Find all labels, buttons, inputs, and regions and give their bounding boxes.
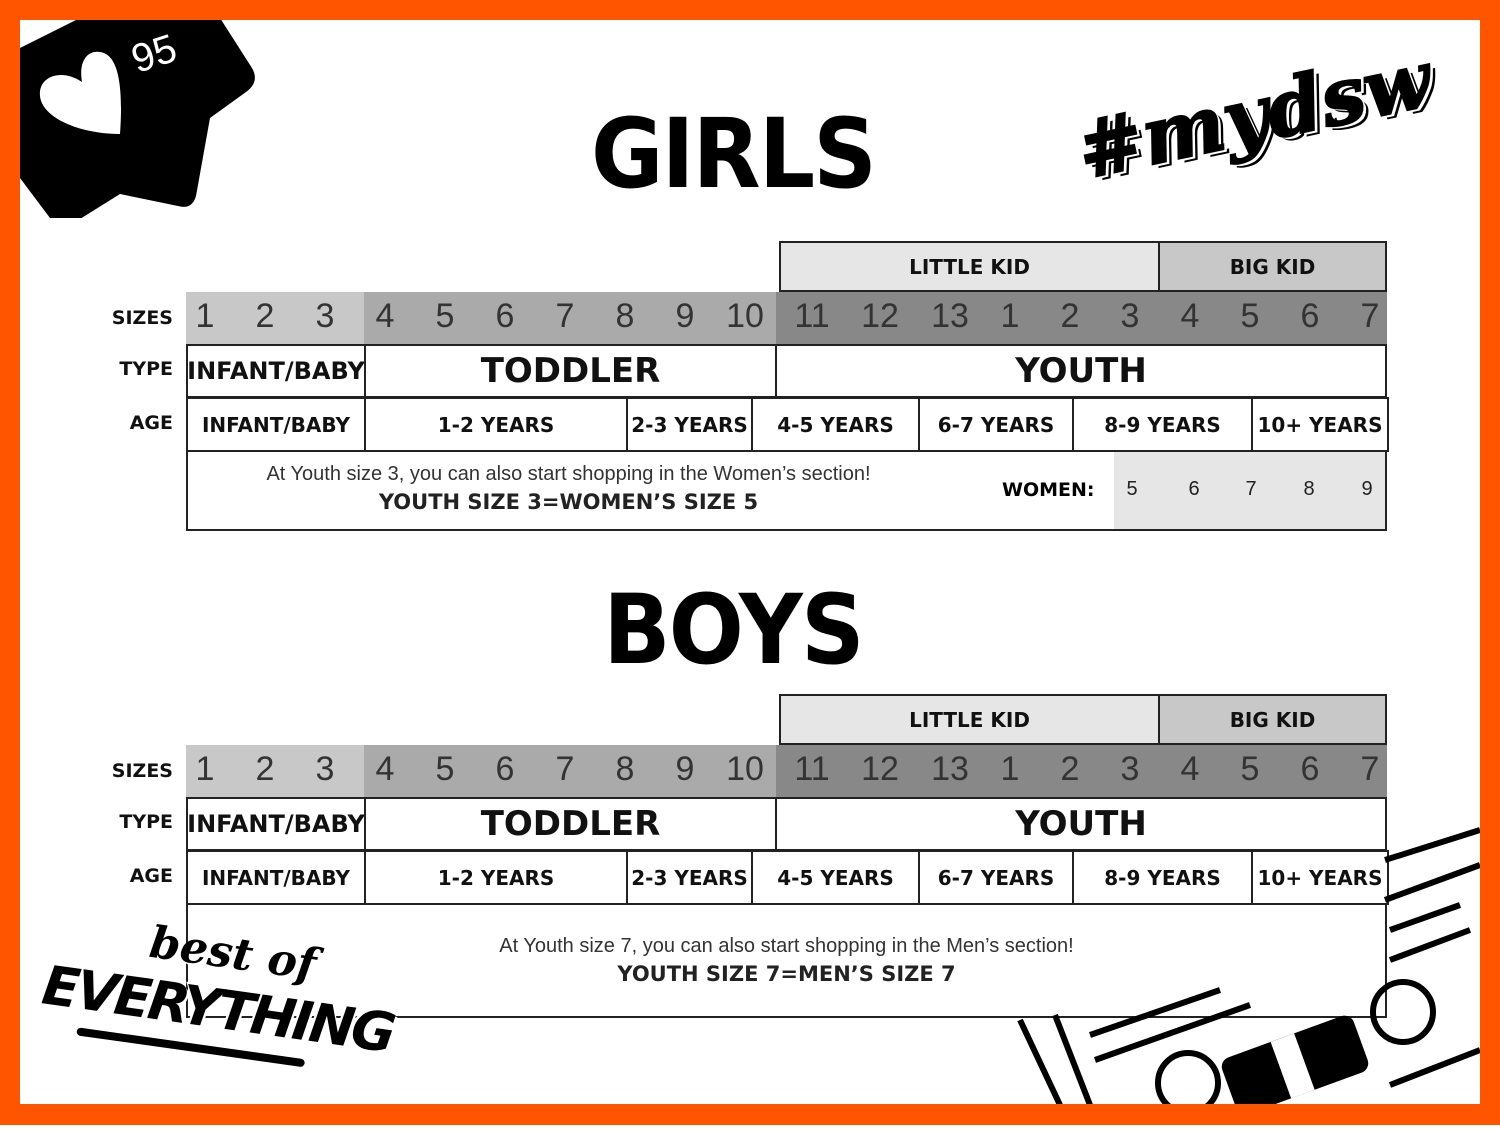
size-number: 7 bbox=[555, 750, 575, 788]
note-line-2: YOUTH SIZE 7=MEN’S SIZE 7 bbox=[617, 962, 956, 986]
size-number: 3 bbox=[1120, 750, 1140, 788]
note-line-1: At Youth size 3, you can also start shop… bbox=[266, 463, 871, 485]
size-number: 3 bbox=[315, 750, 335, 788]
girls-title: GIRLS bbox=[590, 98, 877, 210]
type-cell: TODDLER bbox=[364, 797, 777, 851]
size-number: 9 bbox=[675, 750, 695, 788]
sizes-youth-band bbox=[776, 745, 1387, 798]
women-size: 6 bbox=[1188, 478, 1200, 500]
size-number: 1 bbox=[195, 750, 215, 788]
size-number: 13 bbox=[931, 297, 969, 335]
age-cell: 6-7 YEARS bbox=[918, 850, 1074, 905]
women-size: 9 bbox=[1361, 478, 1373, 500]
size-number: 11 bbox=[794, 297, 830, 335]
size-number: 4 bbox=[1180, 750, 1200, 788]
age-cell: 8-9 YEARS bbox=[1072, 397, 1253, 452]
type-cell: TODDLER bbox=[364, 344, 777, 398]
age-cell: 1-2 YEARS bbox=[364, 850, 628, 905]
row-label-sizes: SIZES bbox=[111, 760, 173, 782]
size-number: 2 bbox=[1060, 297, 1080, 335]
size-number: 7 bbox=[555, 297, 575, 335]
boys-title: BOYS bbox=[603, 574, 864, 686]
type-cell: YOUTH bbox=[775, 344, 1387, 398]
age-cell: 2-3 YEARS bbox=[626, 850, 753, 905]
group-little-kid: LITTLE KID bbox=[779, 694, 1160, 745]
size-number: 4 bbox=[375, 297, 395, 335]
size-number: 5 bbox=[435, 297, 455, 335]
size-number: 6 bbox=[1300, 750, 1320, 788]
size-number: 11 bbox=[794, 750, 830, 788]
age-cell: INFANT/BABY bbox=[186, 850, 366, 905]
size-number: 2 bbox=[255, 750, 275, 788]
age-cell: 4-5 YEARS bbox=[751, 397, 920, 452]
size-number: 6 bbox=[495, 297, 515, 335]
size-number: 12 bbox=[861, 297, 899, 335]
women-sizes-band bbox=[1114, 452, 1385, 529]
age-cell: 6-7 YEARS bbox=[918, 397, 1074, 452]
row-label-type: TYPE bbox=[119, 358, 173, 380]
cassette-tape-illustration bbox=[1017, 827, 1480, 1105]
size-number: 4 bbox=[375, 750, 395, 788]
size-number: 1 bbox=[1000, 297, 1020, 335]
women-size: 8 bbox=[1303, 478, 1315, 500]
size-number: 8 bbox=[615, 297, 635, 335]
sizes-toddler-band bbox=[364, 745, 776, 798]
size-number: 12 bbox=[861, 750, 899, 788]
note-text: At Youth size 7, you can also start shop… bbox=[186, 935, 1387, 986]
heart-icon bbox=[39, 51, 122, 134]
size-number: 5 bbox=[1240, 297, 1260, 335]
age-cell: 1-2 YEARS bbox=[364, 397, 628, 452]
size-number: 6 bbox=[495, 750, 515, 788]
age-cell: 4-5 YEARS bbox=[751, 850, 920, 905]
size-number: 10 bbox=[726, 750, 764, 788]
row-label-type: TYPE bbox=[119, 811, 173, 833]
type-cell: INFANT/BABY bbox=[186, 797, 366, 851]
size-number: 2 bbox=[1060, 750, 1080, 788]
like-badge bbox=[20, 18, 255, 218]
age-cell: 10+ YEARS bbox=[1251, 397, 1389, 452]
women-size: 7 bbox=[1245, 478, 1257, 500]
sizes-toddler-band bbox=[364, 292, 776, 345]
row-label-sizes: SIZES bbox=[111, 307, 173, 329]
size-number: 5 bbox=[435, 750, 455, 788]
hashtag-logo: #mydsw bbox=[1068, 33, 1440, 199]
size-number: 3 bbox=[315, 297, 335, 335]
group-big-kid: BIG KID bbox=[1158, 694, 1387, 745]
type-cell: INFANT/BABY bbox=[186, 344, 366, 398]
type-cell: YOUTH bbox=[775, 797, 1387, 851]
women-label: WOMEN: bbox=[1002, 479, 1095, 501]
size-number: 4 bbox=[1180, 297, 1200, 335]
note-line-1: At Youth size 7, you can also start shop… bbox=[499, 935, 1074, 957]
size-number: 13 bbox=[931, 750, 969, 788]
size-number: 1 bbox=[195, 297, 215, 335]
age-cell: 10+ YEARS bbox=[1251, 850, 1389, 905]
size-number: 8 bbox=[615, 750, 635, 788]
women-size: 5 bbox=[1126, 478, 1138, 500]
age-cell: 2-3 YEARS bbox=[626, 397, 753, 452]
row-label-age: AGE bbox=[129, 412, 173, 434]
sizes-infant-band bbox=[186, 745, 364, 798]
size-number: 2 bbox=[255, 297, 275, 335]
size-number: 6 bbox=[1300, 297, 1320, 335]
note-text: At Youth size 3, you can also start shop… bbox=[186, 463, 951, 514]
group-big-kid: BIG KID bbox=[1158, 241, 1387, 292]
group-little-kid: LITTLE KID bbox=[779, 241, 1160, 292]
size-number: 7 bbox=[1360, 750, 1380, 788]
size-number: 1 bbox=[1000, 750, 1020, 788]
size-number: 7 bbox=[1360, 297, 1380, 335]
note-line-2: YOUTH SIZE 3=WOMEN’S SIZE 5 bbox=[378, 490, 759, 514]
sizes-youth-band bbox=[776, 292, 1387, 345]
size-number: 10 bbox=[726, 297, 764, 335]
age-cell: INFANT/BABY bbox=[186, 397, 366, 452]
sizes-infant-band bbox=[186, 292, 364, 345]
size-number: 3 bbox=[1120, 297, 1140, 335]
size-number: 9 bbox=[675, 297, 695, 335]
row-label-age: AGE bbox=[129, 865, 173, 887]
size-number: 5 bbox=[1240, 750, 1260, 788]
